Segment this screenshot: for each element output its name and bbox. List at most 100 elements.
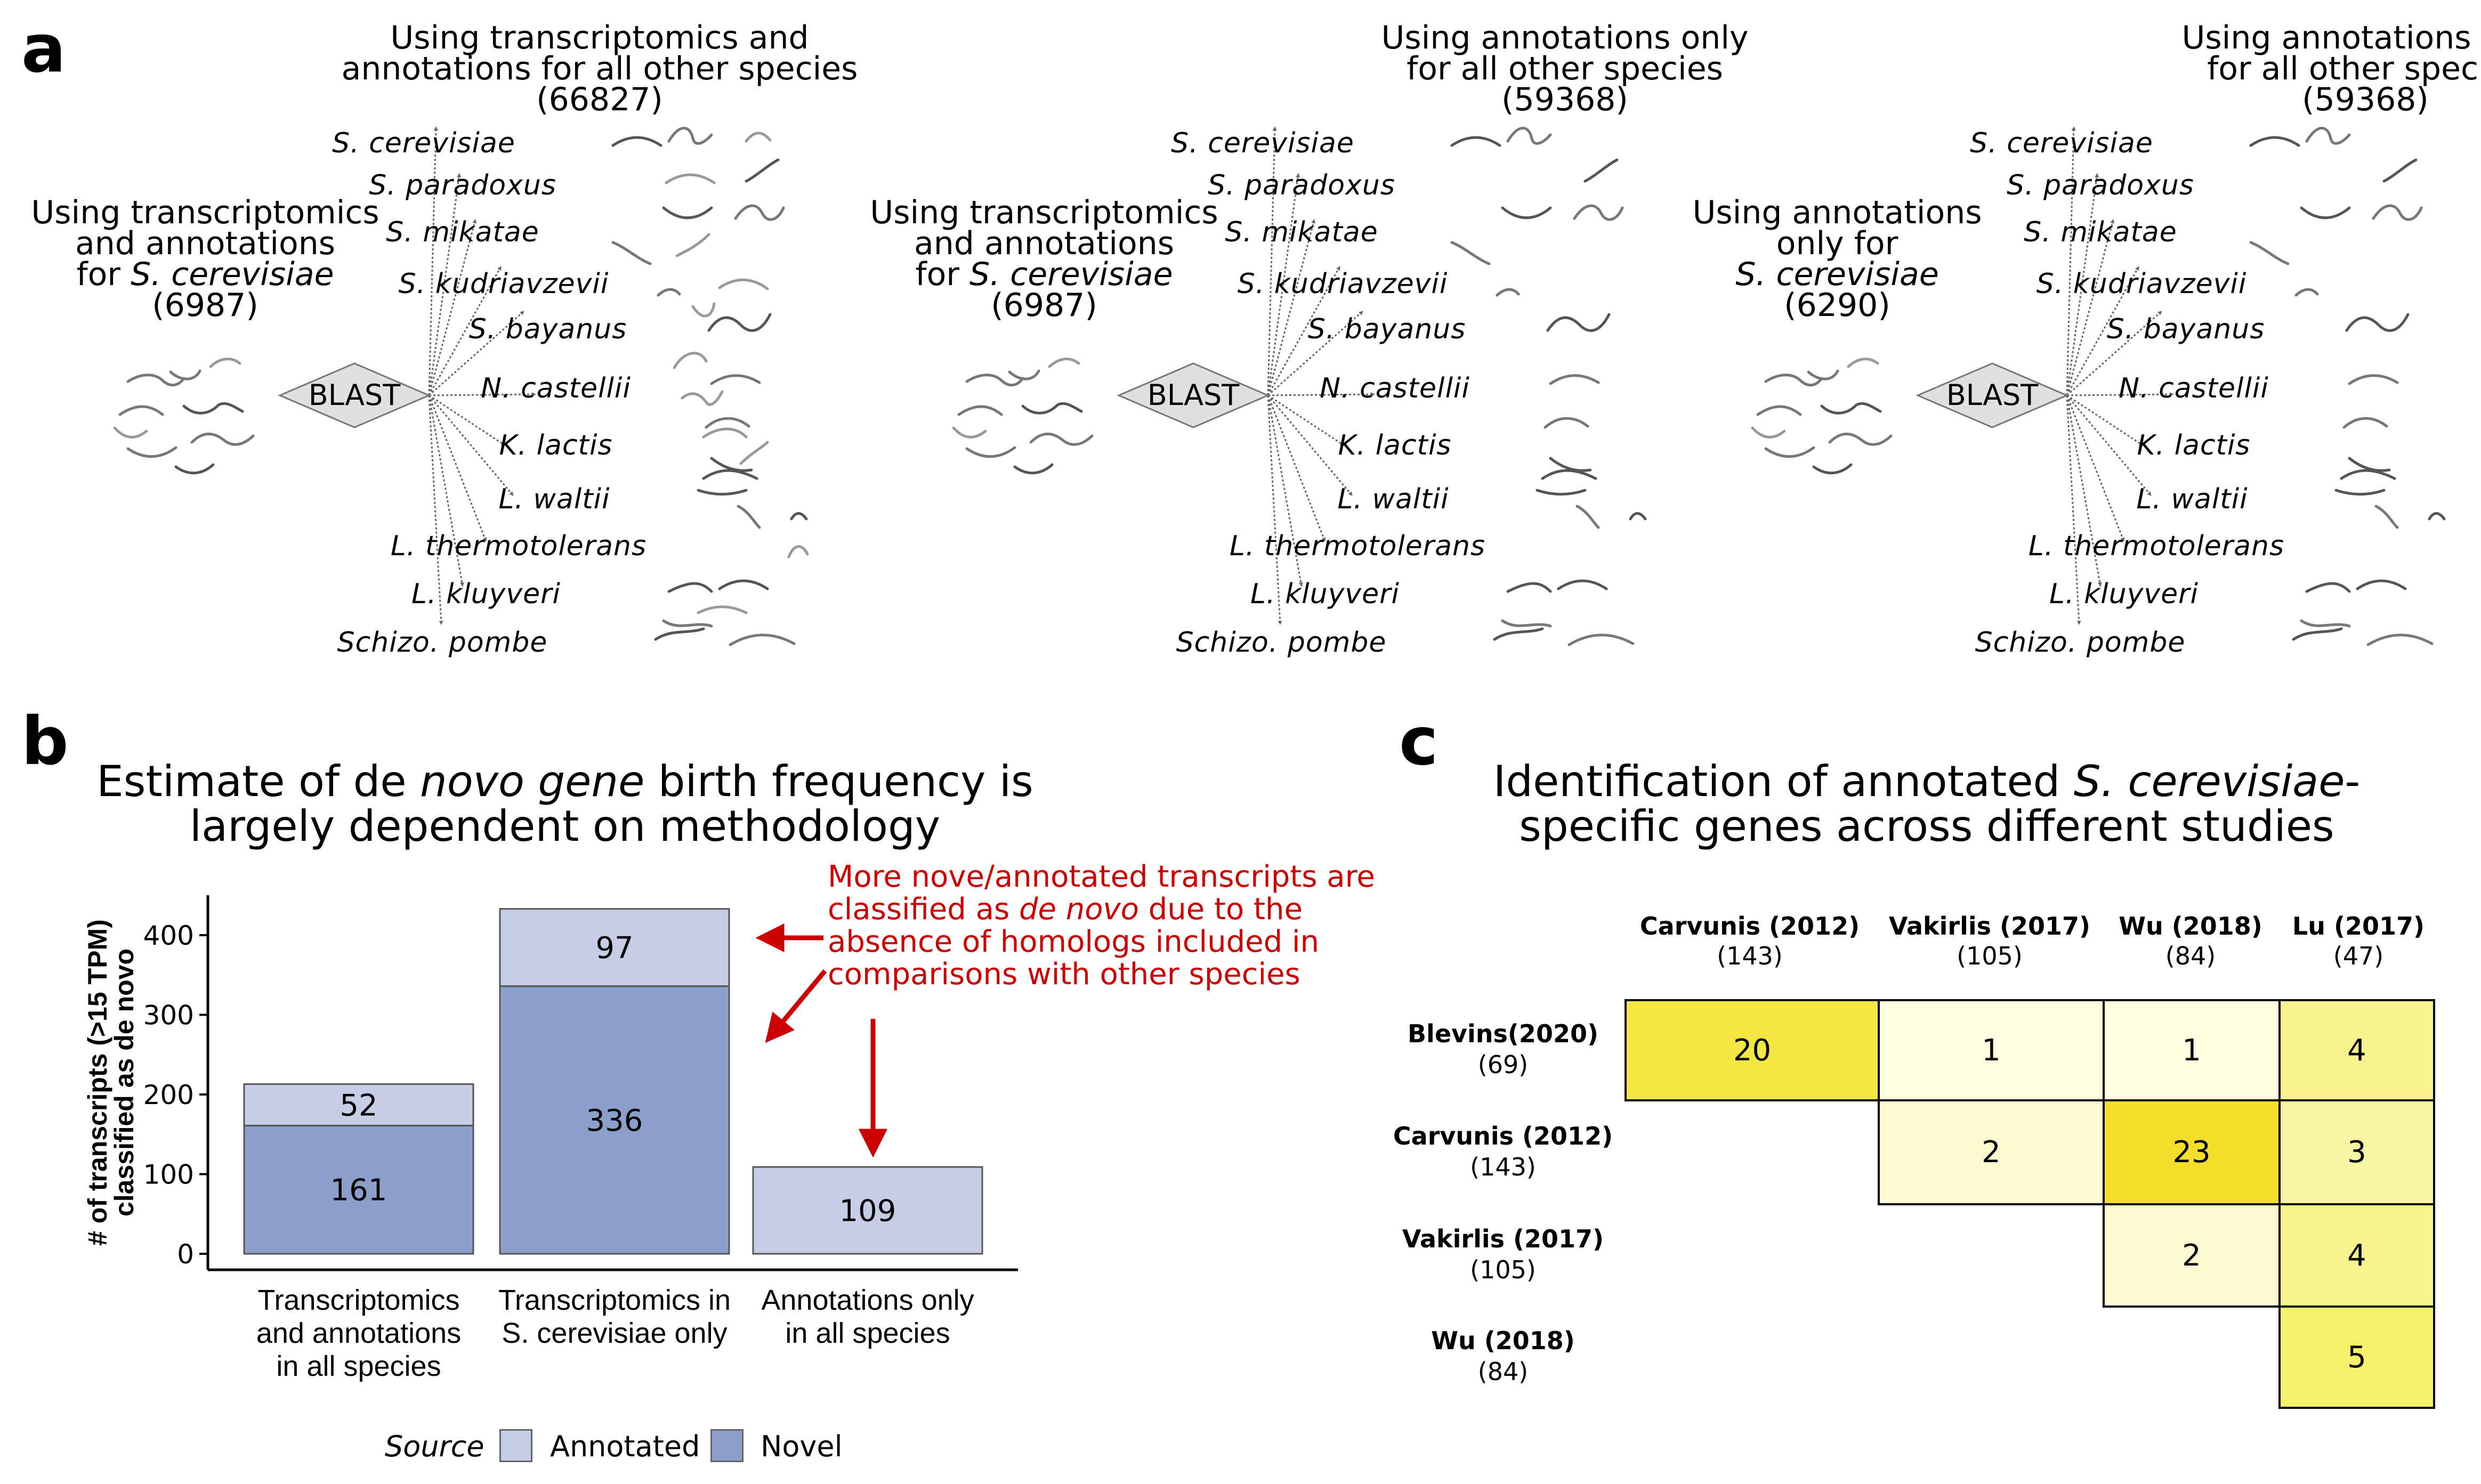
header-line: for all other species bbox=[2207, 50, 2481, 87]
sequence-squiggle bbox=[1496, 288, 1520, 297]
column-name: Wu (2018) bbox=[2119, 912, 2262, 940]
blast-arrow bbox=[428, 219, 477, 396]
heatmap-cell: 1 bbox=[2103, 999, 2281, 1101]
panel-c-title-part: Identification of annotated bbox=[1493, 757, 2074, 806]
blast-arrow bbox=[2066, 219, 2115, 396]
panel-b-annotation: More nove/annotated transcripts are clas… bbox=[828, 861, 1375, 991]
heatmap-row-header: Vakirlis (2017) (105) bbox=[1375, 1223, 1631, 1285]
sequence-squiggle bbox=[662, 619, 713, 628]
sequence-squiggle bbox=[1807, 369, 1839, 380]
y-tick-label: 200 bbox=[143, 1080, 194, 1110]
sequence-squiggle bbox=[1575, 505, 1600, 529]
species-label: K. lactis bbox=[2137, 429, 2251, 461]
panel-b-title: Estimate of de novo gene birth frequency… bbox=[59, 759, 1071, 849]
sequence-squiggle bbox=[1567, 634, 1635, 646]
heatmap-cell: 4 bbox=[2278, 999, 2435, 1101]
header-line: Using annotations bbox=[1692, 194, 1982, 231]
sequence-squiggle bbox=[1820, 402, 1882, 415]
x-category-line: and annotations bbox=[256, 1317, 461, 1349]
sequence-squiggle bbox=[118, 405, 164, 416]
blast-arrow bbox=[428, 173, 462, 396]
bar-label-annotated: 52 bbox=[340, 1088, 377, 1123]
heatmap-cell: 3 bbox=[2278, 1099, 2435, 1205]
species-label: L. waltii bbox=[1337, 483, 1449, 515]
bar-annotated bbox=[499, 908, 730, 987]
sequence-squiggle bbox=[662, 206, 713, 220]
header-line: (59368) bbox=[2302, 81, 2429, 118]
heatmap-cell: 2 bbox=[2103, 1203, 2281, 1308]
bar-novel bbox=[499, 985, 730, 1255]
sequence-squiggle bbox=[1048, 358, 1080, 368]
x-category-line: Transcriptomics bbox=[257, 1284, 459, 1316]
legend-swatch-novel bbox=[710, 1429, 744, 1462]
panel-c-title-line2: specific genes across different studies bbox=[1519, 801, 2334, 851]
blast-arrow bbox=[2066, 395, 2125, 542]
blast-fan-diagram bbox=[113, 126, 809, 646]
row-count: (84) bbox=[1477, 1357, 1529, 1386]
annotation-arrows bbox=[755, 923, 887, 1158]
row-name: Wu (2018) bbox=[1431, 1326, 1575, 1355]
species-label: N. castellii bbox=[2119, 372, 2269, 404]
blast-arrow bbox=[428, 395, 514, 496]
x-category-label: Annotations only in all species bbox=[761, 1284, 974, 1349]
species-label: L. waltii bbox=[498, 483, 610, 515]
header-line: and annotations bbox=[75, 225, 335, 262]
sequence-squiggle bbox=[2334, 489, 2386, 496]
heatmap-row-header: Blevins(2020) (69) bbox=[1375, 1018, 1631, 1080]
sequence-squiggle bbox=[675, 233, 710, 257]
sequence-squiggle bbox=[1450, 241, 1491, 265]
blast-arrow bbox=[1267, 173, 1300, 396]
sequence-squiggle bbox=[2300, 206, 2351, 220]
diagram-left-header: Using transcriptomics and annotations for … bbox=[831, 197, 1257, 321]
species-label: S. cerevisiae bbox=[1970, 127, 2153, 159]
species-label: S. mikatae bbox=[1225, 216, 1378, 248]
legend-title: Source bbox=[385, 1430, 484, 1463]
sequence-squiggle bbox=[1847, 358, 1879, 368]
sequence-squiggle bbox=[126, 446, 177, 458]
annotation-italic: de novo bbox=[1019, 892, 1139, 927]
x-category-label: Transcriptomics and annotations in all spe… bbox=[256, 1284, 461, 1382]
header-line: Using annotations only bbox=[2181, 19, 2481, 56]
x-category-line: in all species bbox=[785, 1317, 950, 1349]
annotation-line: More nove/annotated transcripts are bbox=[828, 859, 1375, 894]
annotation-part: due to the bbox=[1138, 892, 1303, 927]
species-label: L. kluyveri bbox=[411, 578, 561, 610]
blast-label: BLAST bbox=[308, 378, 401, 412]
heatmap-cell: 2 bbox=[1878, 1099, 2105, 1205]
bar-label-novel: 336 bbox=[586, 1104, 643, 1138]
sequence-squiggle bbox=[2342, 417, 2388, 429]
sequence-squiggle bbox=[718, 278, 769, 290]
heatmap-cell: 1 bbox=[1878, 999, 2105, 1101]
header-line: Using transcriptomics and bbox=[390, 19, 809, 56]
panel-letter-b: b bbox=[21, 703, 69, 780]
annotation-part: classified as bbox=[828, 892, 1019, 927]
row-name: Vakirlis (2017) bbox=[1402, 1224, 1604, 1253]
species-label: L. thermotolerans bbox=[2028, 530, 2285, 562]
sequence-squiggle bbox=[126, 374, 185, 387]
diagram-left-header: Using transcriptomics and annotations for … bbox=[0, 197, 418, 321]
header-line: for S. cerevisiae bbox=[831, 258, 1257, 290]
sequence-squiggle bbox=[952, 426, 987, 439]
sequence-squiggle bbox=[681, 390, 724, 406]
column-count: (47) bbox=[2333, 942, 2384, 970]
sequence-squiggle bbox=[702, 427, 748, 439]
sequence-squiggle bbox=[2366, 634, 2434, 646]
species-label: S. paradoxus bbox=[369, 169, 556, 201]
species-label: L. kluyveri bbox=[1250, 578, 1400, 610]
sequence-squiggle bbox=[654, 627, 705, 641]
y-tick-label: 400 bbox=[143, 920, 194, 951]
species-label: Schizo. pombe bbox=[1176, 627, 1387, 659]
blast-arrow bbox=[2066, 395, 2152, 496]
y-axis-label-line: # of transcripts (>15 TPM) bbox=[83, 919, 112, 1246]
sequence-squiggle bbox=[2249, 241, 2290, 265]
heatmap-cell: 23 bbox=[2103, 1099, 2281, 1205]
sequence-squiggle bbox=[182, 402, 244, 415]
blast-arrow bbox=[2066, 266, 2140, 396]
bar-annotated bbox=[243, 1083, 474, 1126]
panel-b-title-part: Estimate of de bbox=[96, 757, 421, 806]
blast-diamond bbox=[278, 362, 431, 428]
sequence-squiggle bbox=[718, 579, 769, 590]
sequence-squiggle bbox=[734, 204, 785, 221]
header-line: Using transcriptomics bbox=[870, 194, 1218, 231]
